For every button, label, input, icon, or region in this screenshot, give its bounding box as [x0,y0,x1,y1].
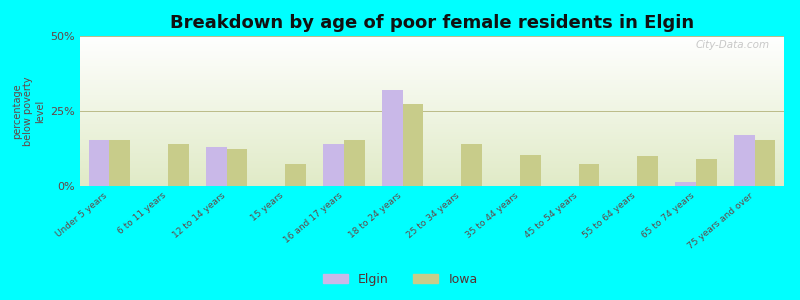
Title: Breakdown by age of poor female residents in Elgin: Breakdown by age of poor female resident… [170,14,694,32]
Bar [675,182,696,186]
Bar [462,144,482,186]
Bar [382,90,402,186]
Bar [344,140,365,186]
Bar [110,140,130,186]
Text: City-Data.com: City-Data.com [696,40,770,50]
Bar [323,144,344,186]
Bar [520,154,541,186]
Bar [168,144,189,186]
Y-axis label: percentage
below poverty
level: percentage below poverty level [12,76,45,146]
Bar [286,164,306,186]
Bar [734,135,754,186]
Bar [206,147,226,186]
Bar [89,140,110,186]
Legend: Elgin, Iowa: Elgin, Iowa [318,268,482,291]
Bar [696,159,717,186]
Bar [578,164,599,186]
Bar [402,103,423,186]
Bar [226,148,247,186]
Bar [638,156,658,186]
Bar [754,140,775,186]
